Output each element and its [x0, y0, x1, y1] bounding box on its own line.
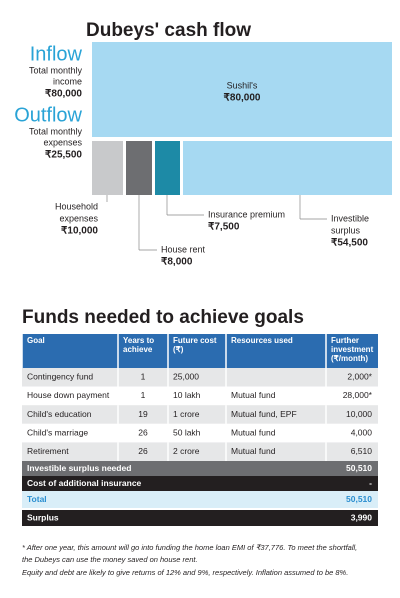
table-row [22, 368, 378, 387]
inflow-label: income [53, 76, 82, 86]
footnote: Equity and debt are likely to give retur… [22, 568, 348, 577]
rent-box [126, 141, 152, 195]
surplus-box [183, 141, 392, 195]
outflow-amount: ₹25,500 [45, 150, 82, 161]
cell: 28,000* [343, 390, 373, 400]
summary-value: 50,510 [346, 494, 372, 504]
cell: Child's marriage [27, 427, 88, 437]
cell: Mutual fund [231, 446, 276, 456]
part-amount: ₹7,500 [208, 222, 240, 233]
table-row [22, 442, 378, 461]
part-amount: ₹10,000 [61, 226, 98, 237]
column-header: Years to [123, 336, 154, 345]
summary-label: Investible surplus needed [27, 463, 131, 473]
summary-label: Cost of additional insurance [27, 478, 142, 488]
cell: House down payment [27, 390, 110, 400]
part-label: surplus [331, 225, 361, 235]
part-label: Insurance premium [208, 209, 285, 219]
part-amount: ₹8,000 [161, 257, 193, 268]
cell: 10,000 [346, 409, 372, 419]
part-label: Investible [331, 213, 369, 223]
column-header: Goal [27, 336, 45, 345]
column-header: Future cost [173, 336, 217, 345]
cell: 1 crore [173, 409, 200, 419]
cell: 4,000 [351, 427, 373, 437]
cell: Mutual fund, EPF [231, 409, 297, 419]
footnote: the Dubeys can use the money saved on ho… [22, 555, 198, 564]
column-header: Further [331, 336, 359, 345]
cell: Contingency fund [27, 372, 93, 382]
title: Dubeys' cash flow [86, 20, 251, 41]
summary-value: 50,510 [346, 463, 372, 473]
inflow-label: Total monthly [29, 65, 83, 75]
inflow-box [92, 42, 392, 137]
cell: Child's education [27, 409, 92, 419]
header-row [22, 334, 378, 368]
summary-row [22, 491, 378, 508]
column-header: investment [331, 345, 374, 354]
cell: 2 crore [173, 446, 200, 456]
cell: 2,000* [347, 372, 372, 382]
cell: 10 lakh [173, 390, 201, 400]
outflow-heading: Outflow [14, 104, 82, 126]
summary-label: Total [27, 494, 47, 504]
summary-value: 3,990 [351, 512, 373, 522]
summary-row [22, 461, 378, 476]
summary-row [22, 510, 378, 526]
cell: 50 lakh [173, 427, 201, 437]
footnote: * After one year, this amount will go in… [22, 543, 357, 552]
summary-value: - [369, 478, 372, 488]
part-label: House rent [161, 244, 206, 254]
inflow-amount: ₹80,000 [45, 89, 82, 100]
cell: 26 [138, 427, 148, 437]
cell: Retirement [27, 446, 69, 456]
cell: Mutual fund [231, 427, 276, 437]
cell: Mutual fund [231, 390, 276, 400]
inflow-box-label: Sushil's [227, 80, 258, 90]
column-header: Resources used [231, 336, 293, 345]
outflow-label: Total monthly [29, 126, 83, 136]
cell: 25,000 [173, 372, 199, 382]
insurance-box [155, 141, 180, 195]
inflow-heading: Inflow [30, 43, 83, 65]
cell: 1 [141, 390, 146, 400]
cell: 19 [138, 409, 148, 419]
leaders [106, 195, 327, 251]
outflow-label: expenses [43, 137, 82, 147]
table-title: Funds needed to achieve goals [22, 307, 304, 328]
table-row [22, 405, 378, 424]
part-label: Household [55, 201, 98, 211]
summary-label: Surplus [27, 512, 59, 522]
cell: 1 [141, 372, 146, 382]
cell: 26 [138, 446, 148, 456]
summary-row [22, 476, 378, 491]
table-row [22, 386, 378, 406]
table-row [22, 423, 378, 443]
household-box [92, 141, 123, 195]
inflow-box-amount: ₹80,000 [224, 93, 261, 104]
cell: 6,510 [351, 446, 373, 456]
column-header: (₹) [173, 345, 184, 354]
column-header: (₹/month) [331, 354, 368, 363]
part-amount: ₹54,500 [331, 238, 368, 249]
column-header: achieve [123, 345, 153, 354]
part-label: expenses [59, 213, 98, 223]
